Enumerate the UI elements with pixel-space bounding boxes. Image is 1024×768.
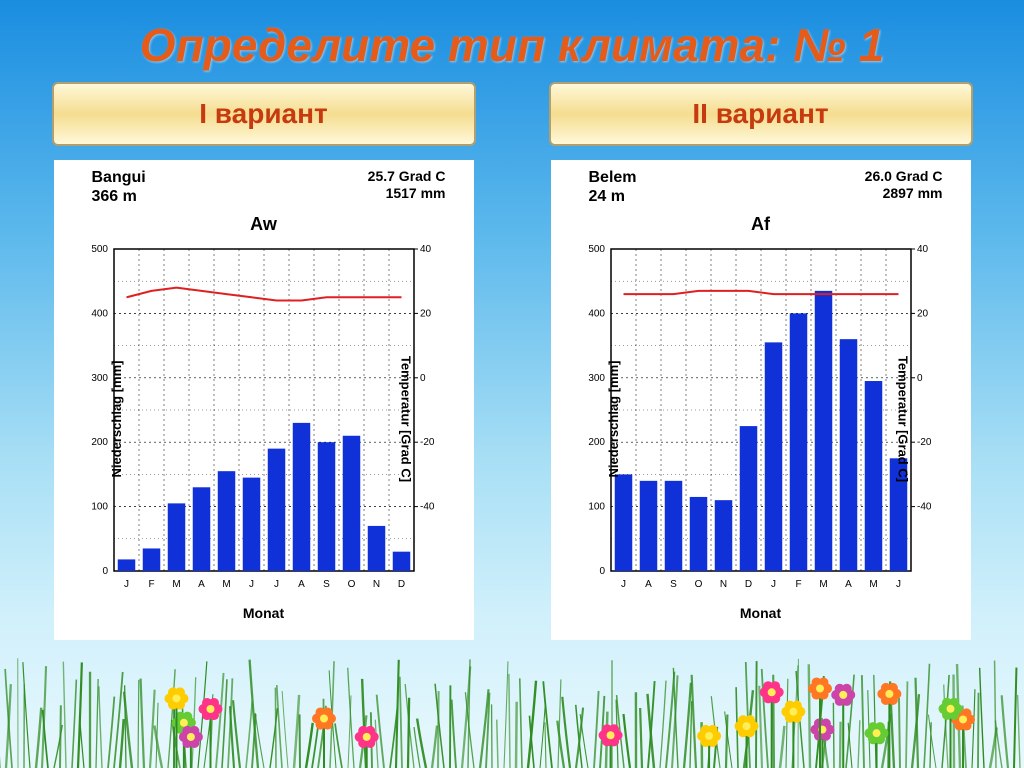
svg-text:0: 0: [599, 566, 605, 577]
chart-1-elevation: 366 m: [92, 187, 146, 206]
svg-text:-20: -20: [420, 438, 435, 449]
svg-text:0: 0: [917, 373, 923, 384]
svg-text:J: J: [274, 579, 279, 590]
chart-1-annual-precip: 1517 mm: [368, 185, 446, 202]
svg-text:J: J: [124, 579, 129, 590]
chart-2-header: Belem 24 m 26.0 Grad C 2897 mm: [559, 166, 963, 206]
svg-text:S: S: [670, 579, 677, 590]
svg-text:300: 300: [588, 373, 605, 384]
svg-text:M: M: [819, 579, 827, 590]
chart-1-header: Bangui 366 m 25.7 Grad C 1517 mm: [62, 166, 466, 206]
svg-text:N: N: [372, 579, 379, 590]
chart-2-xlabel: Monat: [559, 605, 963, 621]
svg-text:A: A: [298, 579, 305, 590]
chart-1-ylabel-right: Temperatur [Grad C]: [399, 356, 414, 482]
svg-text:N: N: [719, 579, 726, 590]
chart-2-ylabel-right: Temperatur [Grad C]: [896, 356, 911, 482]
svg-text:400: 400: [91, 309, 108, 320]
svg-text:100: 100: [588, 502, 605, 513]
chart-2-ylabel-left: Niederschlag [mm]: [606, 361, 621, 478]
svg-text:20: 20: [917, 309, 929, 320]
svg-text:O: O: [694, 579, 702, 590]
svg-text:A: A: [845, 579, 852, 590]
svg-text:M: M: [172, 579, 180, 590]
variant-2: II вариант Belem 24 m 26.0 Grad C 2897 m…: [527, 82, 994, 640]
svg-text:J: J: [621, 579, 626, 590]
variants-row: I вариант Bangui 366 m 25.7 Grad C 1517 …: [0, 82, 1024, 640]
svg-text:A: A: [198, 579, 205, 590]
svg-text:J: J: [771, 579, 776, 590]
chart-2-station: Belem: [589, 168, 637, 187]
climate-chart-2: Belem 24 m 26.0 Grad C 2897 mm Af Nieder…: [551, 160, 971, 640]
svg-text:100: 100: [91, 502, 108, 513]
svg-text:300: 300: [91, 373, 108, 384]
svg-text:M: M: [222, 579, 230, 590]
chart-1-mean-temp: 25.7 Grad C: [368, 168, 446, 185]
svg-text:D: D: [397, 579, 404, 590]
chart-1-ylabel-left: Niederschlag [mm]: [109, 361, 124, 478]
svg-text:S: S: [323, 579, 330, 590]
chart-2-mean-temp: 26.0 Grad C: [865, 168, 943, 185]
svg-text:40: 40: [917, 244, 929, 255]
svg-text:40: 40: [420, 244, 432, 255]
slide: Определите тип климата: № 1 I вариант Ba…: [0, 0, 1024, 768]
variant-1: I вариант Bangui 366 m 25.7 Grad C 1517 …: [30, 82, 497, 640]
chart-1-climate-code: Aw: [62, 214, 466, 235]
chart-2-annual-precip: 2897 mm: [865, 185, 943, 202]
slide-title: Определите тип климата: № 1: [0, 0, 1024, 72]
svg-text:D: D: [744, 579, 751, 590]
chart-1-station: Bangui: [92, 168, 146, 187]
svg-text:20: 20: [420, 309, 432, 320]
variant-1-badge: I вариант: [52, 82, 476, 146]
svg-text:O: O: [347, 579, 355, 590]
svg-text:-40: -40: [917, 502, 932, 513]
chart-2-plot-area: Niederschlag [mm] Temperatur [Grad C] 0 1…: [559, 239, 963, 599]
chart-1-plot-area: Niederschlag [mm] Temperatur [Grad C] 0 1…: [62, 239, 466, 599]
svg-text:200: 200: [91, 438, 108, 449]
chart-2-elevation: 24 m: [589, 187, 637, 206]
chart-2-climate-code: Af: [559, 214, 963, 235]
svg-text:500: 500: [91, 244, 108, 255]
svg-text:A: A: [645, 579, 652, 590]
svg-text:M: M: [869, 579, 877, 590]
svg-text:200: 200: [588, 438, 605, 449]
svg-text:F: F: [795, 579, 801, 590]
climate-chart-1: Bangui 366 m 25.7 Grad C 1517 mm Aw Nied…: [54, 160, 474, 640]
grass-decoration: [0, 638, 1024, 768]
variant-2-badge: II вариант: [549, 82, 973, 146]
svg-text:0: 0: [102, 566, 108, 577]
svg-text:400: 400: [588, 309, 605, 320]
svg-text:J: J: [896, 579, 901, 590]
svg-text:-40: -40: [420, 502, 435, 513]
svg-text:0: 0: [420, 373, 426, 384]
svg-text:-20: -20: [917, 438, 932, 449]
chart-1-xlabel: Monat: [62, 605, 466, 621]
svg-text:F: F: [148, 579, 154, 590]
svg-text:J: J: [249, 579, 254, 590]
svg-text:500: 500: [588, 244, 605, 255]
